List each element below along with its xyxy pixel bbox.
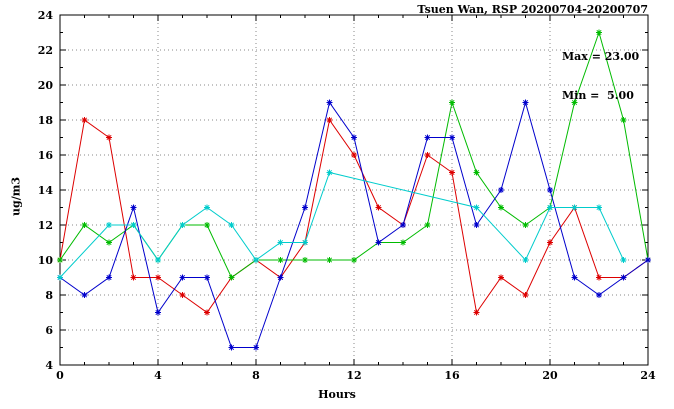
svg-text:18: 18 <box>38 114 54 127</box>
svg-text:12: 12 <box>346 369 361 382</box>
max-min-annotation: Max = 23.00 Min = 5.00 <box>562 24 639 128</box>
svg-text:24: 24 <box>38 9 54 22</box>
svg-text:20: 20 <box>38 79 54 92</box>
svg-text:8: 8 <box>252 369 260 382</box>
svg-text:14: 14 <box>38 184 54 197</box>
x-axis-label: Hours <box>318 388 356 401</box>
svg-text:16: 16 <box>38 149 54 162</box>
svg-text:0: 0 <box>56 369 64 382</box>
max-annotation: Max = 23.00 <box>562 50 640 63</box>
min-annotation: Min = 5.00 <box>562 89 634 102</box>
svg-text:24: 24 <box>640 369 656 382</box>
svg-text:4: 4 <box>154 369 162 382</box>
svg-text:22: 22 <box>38 44 53 57</box>
svg-text:8: 8 <box>45 289 53 302</box>
svg-text:16: 16 <box>444 369 460 382</box>
svg-text:20: 20 <box>542 369 558 382</box>
svg-text:4: 4 <box>45 359 53 372</box>
y-axis-label: ug/m3 <box>9 177 23 216</box>
svg-text:10: 10 <box>38 254 54 267</box>
svg-text:6: 6 <box>45 324 53 337</box>
svg-text:12: 12 <box>38 219 53 232</box>
chart-title: Tsuen Wan, RSP 20200704-20200707 <box>417 3 648 16</box>
